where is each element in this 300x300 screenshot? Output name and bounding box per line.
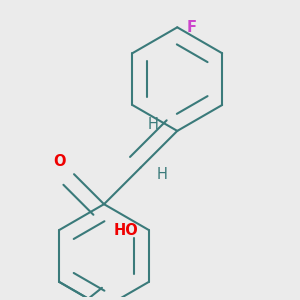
Text: H: H [147, 117, 158, 132]
Text: HO: HO [113, 223, 138, 238]
Text: H: H [157, 167, 168, 182]
Text: F: F [187, 20, 197, 35]
Text: O: O [53, 154, 66, 169]
